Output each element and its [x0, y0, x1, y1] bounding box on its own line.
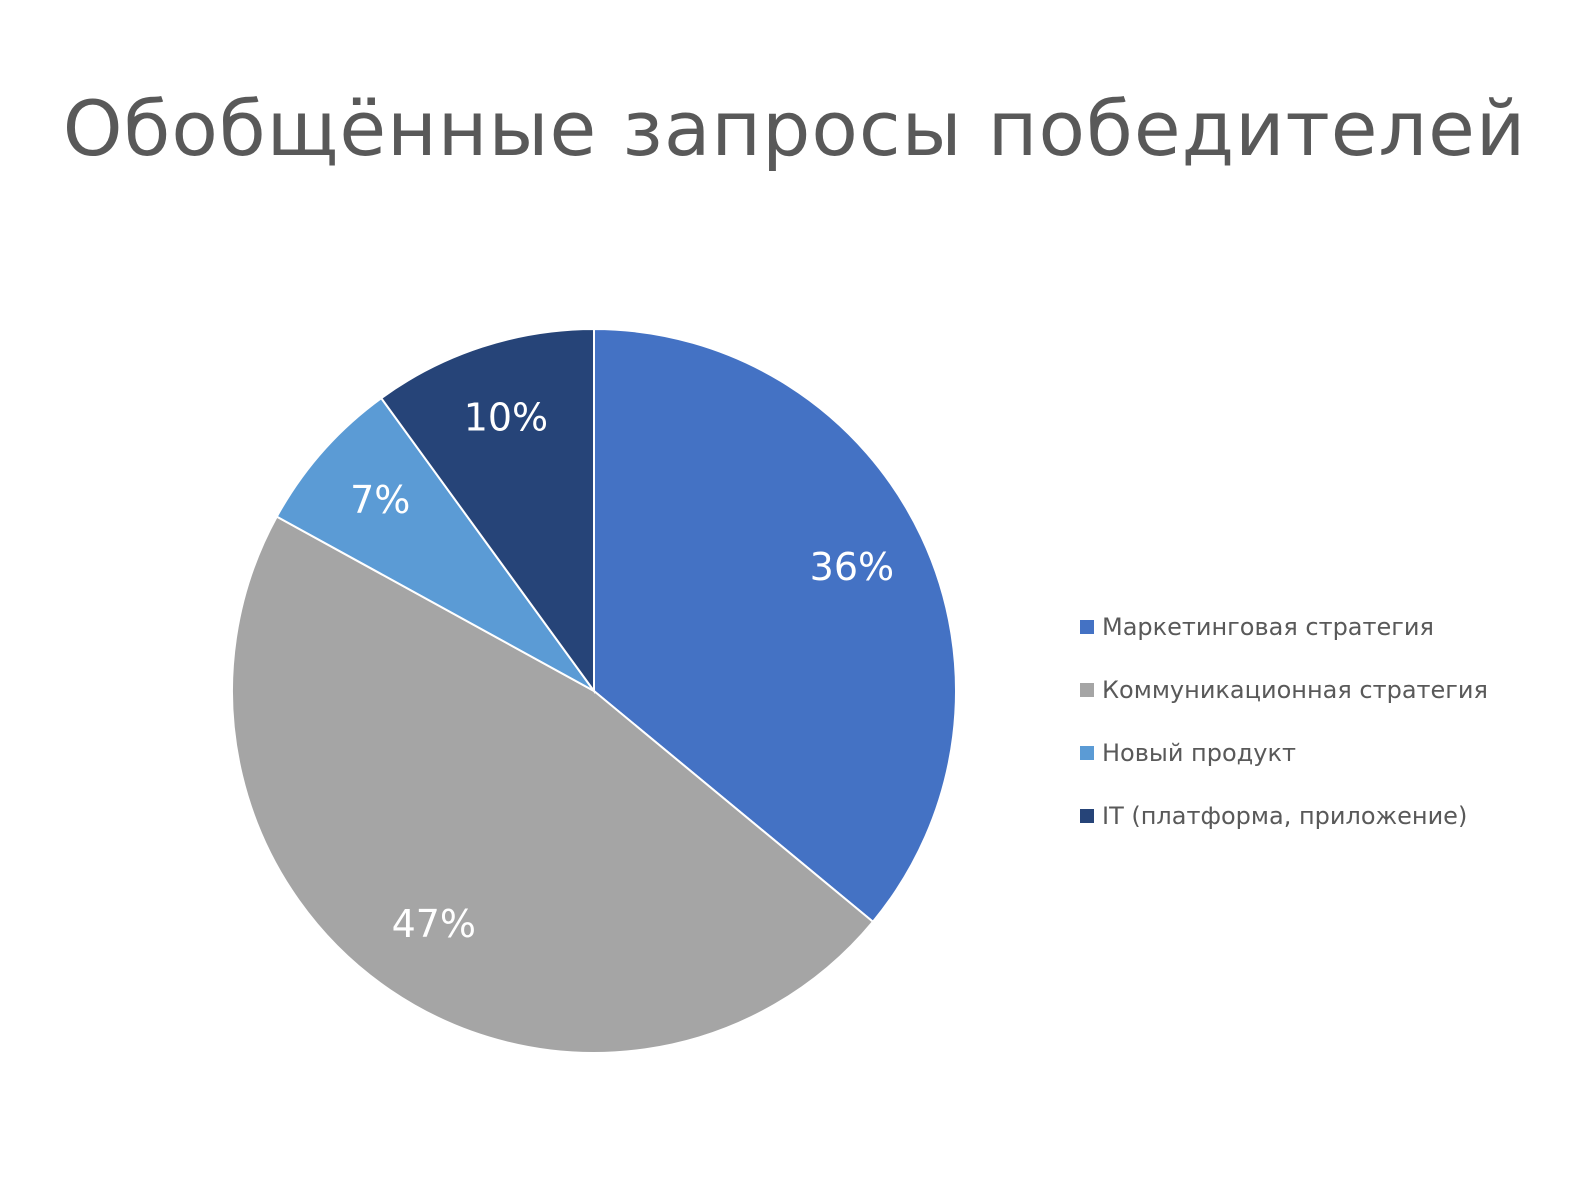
slide-title: Обобщённые запросы победителей	[62, 84, 1527, 173]
legend-item-new-product: Новый продукт	[1080, 721, 1488, 784]
slice-marketing	[593, 327, 957, 924]
slice-it	[379, 327, 595, 695]
data-label-it: 10%	[464, 395, 548, 439]
legend-swatch	[1080, 619, 1094, 634]
legend-item-marketing: Маркетинговая стратегия	[1080, 595, 1488, 658]
legend-label: IT (платформа, приложение)	[1102, 801, 1468, 830]
legend-swatch	[1080, 745, 1094, 760]
data-label-marketing: 36%	[810, 545, 894, 589]
slice-new-product	[275, 396, 595, 692]
data-label-communication: 47%	[392, 902, 476, 946]
legend-label: Коммуникационная стратегия	[1102, 675, 1488, 704]
legend-item-it: IT (платформа, приложение)	[1080, 784, 1488, 847]
legend-label: Маркетинговая стратегия	[1102, 612, 1434, 641]
data-label-new-product: 7%	[350, 478, 410, 522]
slice-communication	[231, 515, 875, 1054]
legend-swatch	[1080, 682, 1094, 697]
chart-legend: Маркетинговая стратегия Коммуникационная…	[1080, 595, 1488, 847]
legend-label: Новый продукт	[1102, 738, 1296, 767]
legend-item-communication: Коммуникационная стратегия	[1080, 658, 1488, 721]
legend-swatch	[1080, 808, 1094, 823]
